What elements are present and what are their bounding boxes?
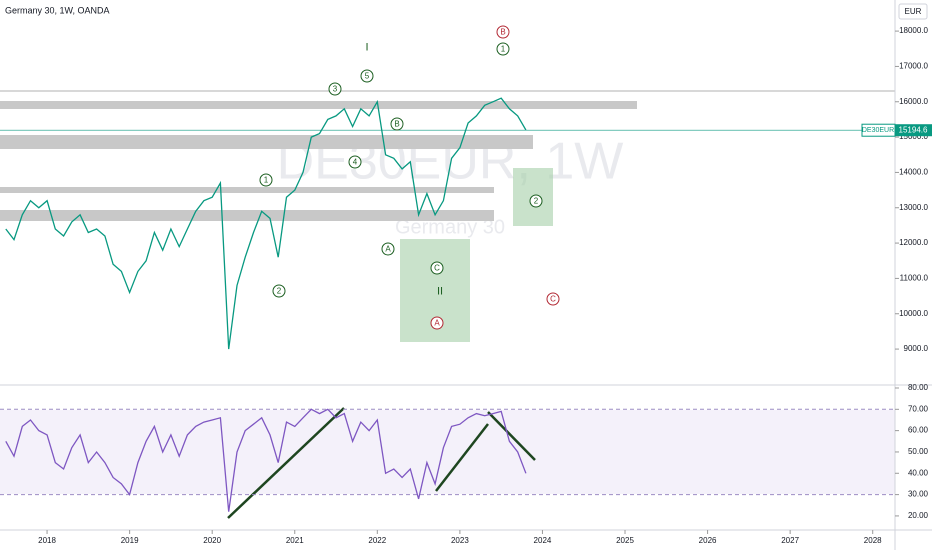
trend-line — [435, 423, 489, 492]
trend-line — [227, 407, 345, 519]
x-tick-label: 2027 — [781, 536, 799, 545]
y-tick-label: 11000.0 — [900, 274, 929, 283]
x-tick-label: 2020 — [203, 536, 221, 545]
wave-label: 2 — [277, 287, 282, 296]
wave-label: B — [500, 28, 505, 37]
wave-circle — [381, 242, 395, 256]
currency: EUR — [905, 7, 922, 16]
rsi-band — [0, 410, 895, 494]
chart-title: Germany 30, 1W, OANDA — [5, 5, 110, 15]
y2-tick-label: 80.00 — [908, 383, 929, 392]
y-tick-label: 10000.0 — [899, 309, 928, 318]
y-tick-label: 17000.0 — [899, 62, 928, 71]
wave-circle — [546, 292, 560, 306]
rsi-line — [5, 408, 527, 512]
y2-tick-label: 70.00 — [908, 404, 929, 413]
wave-label: A — [434, 319, 440, 328]
wave-label: 5 — [365, 72, 370, 81]
wave-label: 1 — [501, 45, 506, 54]
y2-tick-label: 20.00 — [908, 511, 929, 520]
watermark-sub: Germany 30 — [395, 216, 505, 238]
wave-circle — [529, 194, 543, 208]
zone — [0, 135, 533, 149]
x-tick-label: 2023 — [451, 536, 469, 545]
y-tick-label: 14000.0 — [899, 168, 928, 177]
y-tick-label: 15000.0 — [899, 132, 928, 141]
x-tick-label: 2025 — [616, 536, 634, 545]
zones — [0, 90, 895, 342]
wave-circle — [348, 155, 362, 169]
y-tick-label: 18000.0 — [899, 26, 928, 35]
wave-label: C — [434, 264, 440, 273]
trend-lines — [227, 407, 536, 519]
x-tick-label: 2028 — [864, 536, 882, 545]
wave-circle — [328, 82, 342, 96]
x-tick-label: 2018 — [38, 536, 56, 545]
x-tick-label: 2024 — [534, 536, 552, 545]
price-line — [5, 97, 527, 350]
zone — [0, 101, 637, 109]
wave-label: 2 — [534, 197, 539, 206]
x-tick-label: 2019 — [121, 536, 139, 545]
wave-circle — [360, 69, 374, 83]
wave-circle — [430, 316, 444, 330]
wave-circle — [430, 261, 444, 275]
wave-label: 3 — [333, 85, 338, 94]
y2-tick-label: 40.00 — [908, 468, 929, 477]
y-tick-label: 16000.0 — [899, 97, 928, 106]
x-tick-label: 2022 — [368, 536, 386, 545]
wave-label: A — [385, 245, 391, 254]
y-tick-label: 13000.0 — [899, 203, 928, 212]
y2-tick-label: 60.00 — [908, 426, 929, 435]
wave-circle — [390, 117, 404, 131]
zone — [0, 187, 494, 193]
wave-label: 1 — [264, 176, 269, 185]
y2-tick-label: 30.00 — [908, 490, 929, 499]
currency-box — [898, 3, 928, 20]
trend-line — [487, 411, 536, 461]
wave-circle — [496, 42, 510, 56]
symbol-label: DE30EUR — [862, 127, 894, 134]
price-tag — [895, 124, 932, 137]
wave-circle — [259, 173, 273, 187]
wave-circle — [496, 25, 510, 39]
wave-label: I — [365, 41, 368, 53]
y-tick-label: 9000.0 — [904, 344, 929, 353]
price-label: 15194.6 — [899, 125, 928, 134]
y2-tick-label: 50.00 — [908, 447, 929, 456]
wave-label: C — [550, 295, 556, 304]
y-tick-label: 12000.0 — [899, 238, 928, 247]
wave-label: II — [437, 285, 443, 297]
zone — [0, 210, 494, 221]
x-tick-label: 2021 — [286, 536, 304, 545]
wave-label: 4 — [353, 158, 358, 167]
wave-label: B — [394, 120, 399, 129]
x-tick-label: 2026 — [699, 536, 717, 545]
wave-circle — [272, 284, 286, 298]
